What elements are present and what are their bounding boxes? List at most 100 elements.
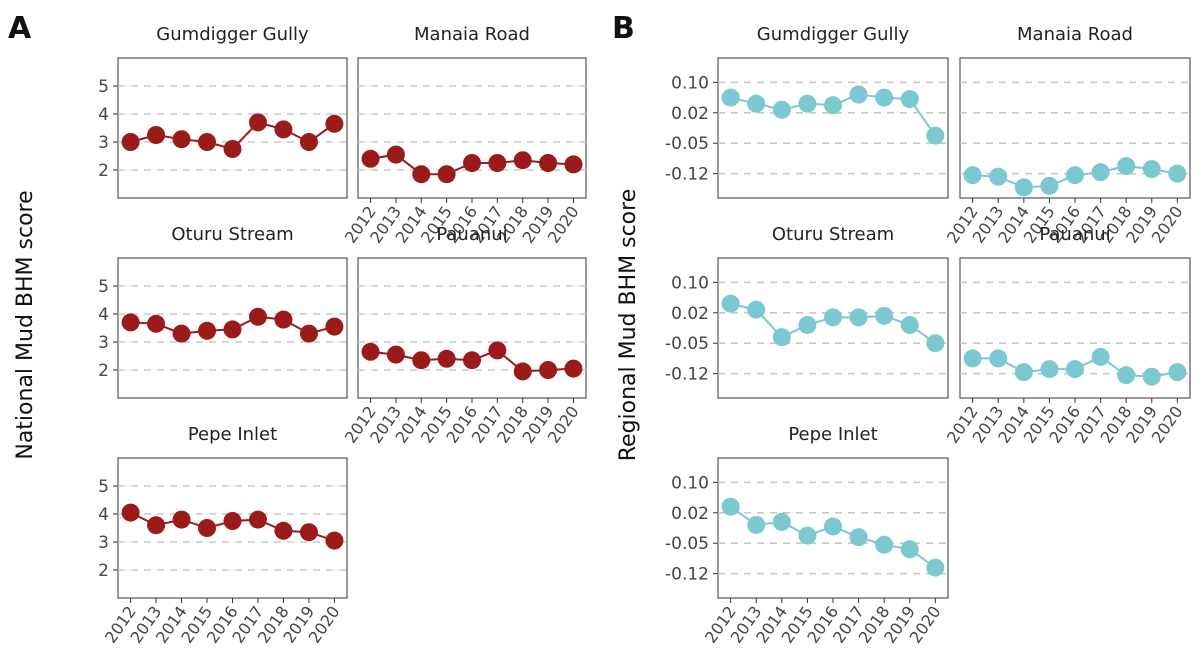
facet-pauanui: Pauanui201220132014201520162017201820192… <box>341 224 587 447</box>
y-axis-label: Regional Mud BHM score <box>616 189 641 462</box>
data-point <box>147 314 166 333</box>
data-point <box>1014 178 1033 197</box>
data-point <box>963 349 982 368</box>
data-point <box>900 90 919 109</box>
y-tick-label: 0.02 <box>671 104 709 124</box>
data-point <box>1040 176 1059 195</box>
data-point <box>900 315 919 334</box>
data-point <box>564 155 583 174</box>
data-point <box>1142 367 1161 386</box>
panel-border <box>357 57 587 199</box>
data-point <box>824 308 842 327</box>
data-point <box>198 519 217 537</box>
facet-title: Manaia Road <box>1017 24 1133 45</box>
data-point <box>772 328 791 347</box>
data-point <box>798 94 817 113</box>
data-point <box>798 526 817 545</box>
facet-manaia-road: Manaia Road20122013201420152016201720182… <box>943 24 1191 247</box>
data-point <box>361 342 380 361</box>
facet-title: Gumdigger Gully <box>757 24 910 45</box>
data-point <box>172 324 191 343</box>
data-point <box>412 165 431 184</box>
y-tick-label: 2 <box>98 561 109 581</box>
y-tick-label: 0.02 <box>671 504 709 524</box>
data-point <box>721 497 740 516</box>
y-tick-label: 2 <box>98 161 109 181</box>
panel-border <box>717 57 949 199</box>
data-point <box>926 126 945 145</box>
facet-title: Oturu Stream <box>772 224 894 245</box>
data-point <box>747 300 766 319</box>
data-point <box>849 528 868 547</box>
data-point <box>1066 360 1084 379</box>
data-point <box>121 503 140 522</box>
data-point <box>198 321 217 340</box>
data-point <box>513 151 532 170</box>
y-tick-label: 0.10 <box>671 273 709 293</box>
data-point <box>747 515 766 534</box>
facet-gumdigger-gully: Gumdigger Gully 0.10 0.02 -0.05 -0.12 <box>665 24 949 199</box>
data-point <box>747 94 766 113</box>
facet-title: Oturu Stream <box>171 224 293 245</box>
y-tick-label: -0.12 <box>665 165 709 185</box>
data-point <box>223 140 242 158</box>
y-tick-label: 4 <box>98 505 109 525</box>
data-point <box>274 120 293 139</box>
data-point <box>223 320 242 339</box>
data-point <box>172 510 191 529</box>
y-tick-label: 0.02 <box>671 304 709 324</box>
y-tick-label: 3 <box>98 533 109 553</box>
data-point <box>172 130 191 149</box>
data-point <box>539 154 558 172</box>
data-point <box>437 349 456 368</box>
data-point <box>1014 363 1033 382</box>
facet-pepe-inlet: Pepe Inlet543220122013201420152016201720… <box>98 424 348 647</box>
data-point <box>926 558 945 577</box>
data-point <box>539 361 558 379</box>
data-point <box>824 96 842 115</box>
facet-gumdigger-gully: Gumdigger Gully 5 4 3 2 <box>98 24 348 199</box>
data-point <box>325 317 344 336</box>
data-point <box>412 351 431 370</box>
y-tick-label: -0.12 <box>665 365 709 385</box>
chart-national-mud-bhm: National Mud BHM score Gumdigger Gully 5 4 3… <box>13 24 587 647</box>
y-tick-label: 5 <box>98 277 109 297</box>
data-point <box>1117 157 1136 176</box>
y-tick-label: -0.05 <box>665 334 709 354</box>
facet-pepe-inlet: Pepe Inlet0.100.02-0.05-0.12201220132014… <box>665 424 949 647</box>
data-point <box>798 315 817 334</box>
chart-regional-mud-bhm: Regional Mud BHM score Gumdigger Gully 0.1… <box>616 24 1191 647</box>
y-tick-label: 4 <box>98 305 109 325</box>
data-point <box>223 512 242 530</box>
data-point <box>989 349 1008 368</box>
data-point <box>121 133 140 151</box>
facet-manaia-road: Manaia Road20122013201420152016201720182… <box>341 24 587 247</box>
panel-label-a: A <box>8 11 32 46</box>
y-tick-label: -0.05 <box>665 134 709 154</box>
data-point <box>849 85 868 104</box>
y-tick-label: -0.12 <box>665 565 709 585</box>
panel-label-b: B <box>612 11 635 46</box>
y-tick-label: 5 <box>98 477 109 497</box>
data-point <box>875 306 894 325</box>
data-point <box>463 351 481 370</box>
data-point <box>361 149 380 168</box>
data-point <box>875 535 894 554</box>
facet-pauanui: Pauanui201220132014201520162017201820192… <box>943 224 1191 447</box>
data-point <box>824 517 842 536</box>
facet-title: Manaia Road <box>414 24 530 45</box>
data-point <box>488 154 507 172</box>
data-point <box>849 308 868 327</box>
data-point <box>1040 360 1059 379</box>
data-point <box>875 88 894 107</box>
data-point <box>564 359 583 378</box>
data-point <box>386 145 405 164</box>
facet-title: Pepe Inlet <box>188 424 277 445</box>
data-point <box>1117 366 1136 385</box>
data-point <box>248 510 267 529</box>
data-point <box>1091 347 1110 366</box>
data-point <box>513 362 532 381</box>
data-point <box>248 113 267 132</box>
data-point <box>1142 160 1161 179</box>
